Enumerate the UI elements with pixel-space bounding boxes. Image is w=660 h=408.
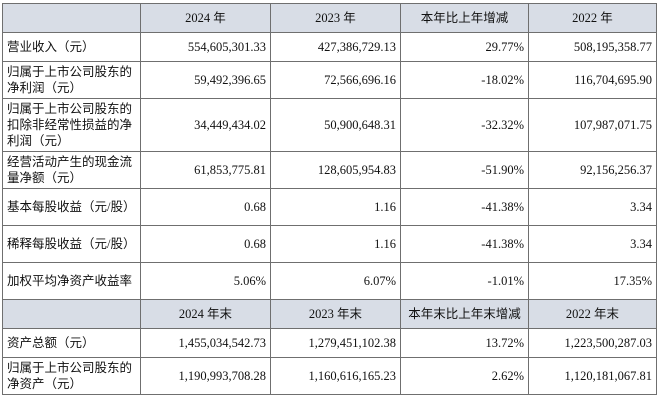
table-cell: 29.77% [400,32,529,62]
table-cell: 59,492,396.65 [140,61,271,99]
table-cell: -32.32% [400,98,529,152]
table-cell: 107,987,071.75 [528,98,657,152]
table-cell: 6.07% [270,262,401,300]
table-cell: 3.34 [528,225,657,263]
table-cell: 34,449,434.02 [140,98,271,152]
row-label: 资产总额（元） [2,328,141,358]
table-cell: 3.34 [528,188,657,226]
table-header-row: 2024 年 2023 年 本年比上年增减 2022 年 [2,3,657,33]
table-cell: 1,120,181,067.81 [528,357,657,395]
table-row: 归属于上市公司股东的净资产（元） 1,190,993,708.28 1,160,… [2,357,657,395]
table-header-row: 2024 年末 2023 年末 本年末比上年末增减 2022 年末 [2,299,657,329]
table-cell: 427,386,729.13 [270,32,401,62]
header-cell: 2023 年 [270,3,401,33]
row-label: 稀释每股收益（元/股） [2,225,141,263]
table-row: 经营活动产生的现金流量净额（元） 61,853,775.81 128,605,9… [2,151,657,189]
row-label: 加权平均净资产收益率 [2,262,141,300]
header-cell-blank [2,299,141,329]
table-row: 加权平均净资产收益率 5.06% 6.07% -1.01% 17.35% [2,262,657,300]
table-cell: 1,279,451,102.38 [270,328,401,358]
table-row: 基本每股收益（元/股） 0.68 1.16 -41.38% 3.34 [2,188,657,226]
table-cell: 5.06% [140,262,271,300]
header-cell: 2024 年 [140,3,271,33]
row-label: 归属于上市公司股东的净资产（元） [2,357,141,395]
header-cell: 本年末比上年末增减 [400,299,529,329]
table-row: 资产总额（元） 1,455,034,542.73 1,279,451,102.3… [2,328,657,358]
table-cell: 1.16 [270,225,401,263]
table-row: 营业收入（元） 554,605,301.33 427,386,729.13 29… [2,32,657,62]
table-cell: -51.90% [400,151,529,189]
table-cell: -41.38% [400,225,529,263]
table-cell: 1,190,993,708.28 [140,357,271,395]
table-cell: 17.35% [528,262,657,300]
table-row: 归属于上市公司股东的净利润（元） 59,492,396.65 72,566,69… [2,61,657,99]
table-cell: 0.68 [140,188,271,226]
table-cell: 1.16 [270,188,401,226]
row-label: 经营活动产生的现金流量净额（元） [2,151,141,189]
table-cell: 1,160,616,165.23 [270,357,401,395]
table-row: 归属于上市公司股东的扣除非经常性损益的净利润（元） 34,449,434.02 … [2,98,657,152]
row-label: 营业收入（元） [2,32,141,62]
table-cell: 116,704,695.90 [528,61,657,99]
header-cell: 2022 年末 [528,299,657,329]
table-cell: 61,853,775.81 [140,151,271,189]
table-cell: 554,605,301.33 [140,32,271,62]
header-cell: 2024 年末 [140,299,271,329]
row-label: 归属于上市公司股东的净利润（元） [2,61,141,99]
table-cell: 2.62% [400,357,529,395]
row-label: 归属于上市公司股东的扣除非经常性损益的净利润（元） [2,98,141,152]
header-cell: 2022 年 [528,3,657,33]
header-cell: 本年比上年增减 [400,3,529,33]
table-cell: 50,900,648.31 [270,98,401,152]
table-cell: 0.68 [140,225,271,263]
financial-data-table: 2024 年 2023 年 本年比上年增减 2022 年 营业收入（元） 554… [2,3,657,395]
table-cell: 92,156,256.37 [528,151,657,189]
table-cell: 128,605,954.83 [270,151,401,189]
table-cell: 508,195,358.77 [528,32,657,62]
table-cell: 1,455,034,542.73 [140,328,271,358]
table-cell: -41.38% [400,188,529,226]
table-cell: 72,566,696.16 [270,61,401,99]
row-label: 基本每股收益（元/股） [2,188,141,226]
table-cell: 1,223,500,287.03 [528,328,657,358]
table-cell: -1.01% [400,262,529,300]
table-cell: -18.02% [400,61,529,99]
table-cell: 13.72% [400,328,529,358]
header-cell-blank [2,3,141,33]
table-row: 稀释每股收益（元/股） 0.68 1.16 -41.38% 3.34 [2,225,657,263]
header-cell: 2023 年末 [270,299,401,329]
